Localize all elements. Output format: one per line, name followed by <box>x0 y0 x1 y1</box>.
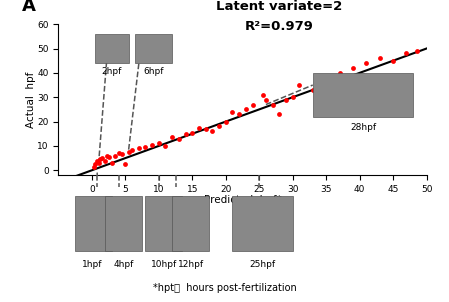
Text: 4hpf: 4hpf <box>114 260 134 269</box>
Point <box>336 70 343 75</box>
Point <box>108 161 115 165</box>
X-axis label: Predicted  hpf*: Predicted hpf* <box>203 195 282 205</box>
Point <box>269 102 276 107</box>
Point <box>222 119 229 124</box>
Point <box>209 129 216 134</box>
Y-axis label: Actual  hpf: Actual hpf <box>26 72 36 128</box>
Point <box>236 112 243 117</box>
Point <box>195 125 202 130</box>
Text: 1hpf: 1hpf <box>82 260 102 269</box>
Point <box>229 109 236 114</box>
Point <box>155 141 163 146</box>
Point <box>149 142 156 147</box>
Point <box>349 66 357 70</box>
Text: Latent variate=2: Latent variate=2 <box>216 0 343 13</box>
Text: A: A <box>22 0 35 15</box>
Point <box>103 153 110 158</box>
Point <box>128 147 136 152</box>
Point <box>122 162 129 167</box>
Point <box>413 49 420 53</box>
Point <box>389 58 396 63</box>
Point <box>92 162 99 167</box>
Point <box>282 97 290 102</box>
Point <box>322 75 330 80</box>
Point <box>142 145 149 149</box>
Point <box>168 135 176 140</box>
Point <box>105 155 112 159</box>
Point <box>98 156 106 161</box>
Point <box>96 157 103 162</box>
Point <box>296 83 303 88</box>
Point <box>189 130 196 135</box>
Point <box>259 92 266 97</box>
Point <box>135 146 142 151</box>
Point <box>363 61 370 66</box>
Text: R²=0.979: R²=0.979 <box>245 20 314 33</box>
Point <box>242 107 249 112</box>
Text: 6hpf: 6hpf <box>143 67 164 76</box>
Point <box>309 88 317 92</box>
Text: 28hpf: 28hpf <box>350 123 376 132</box>
Text: 2hpf: 2hpf <box>102 67 122 76</box>
Point <box>182 131 189 136</box>
Point <box>403 51 410 56</box>
Text: 12hpf: 12hpf <box>178 260 204 269</box>
Point <box>93 158 101 163</box>
Point <box>175 136 182 141</box>
Point <box>262 97 269 102</box>
Text: 10hpf: 10hpf <box>151 260 177 269</box>
Point <box>90 164 97 169</box>
Point <box>112 153 119 158</box>
Point <box>101 158 109 163</box>
Point <box>95 161 102 165</box>
Point <box>276 112 283 117</box>
Point <box>249 102 256 107</box>
Point <box>162 143 169 148</box>
Point <box>202 127 209 131</box>
Point <box>216 124 223 129</box>
Point <box>125 149 132 154</box>
Point <box>289 95 296 100</box>
Point <box>119 152 126 157</box>
Point <box>376 56 383 61</box>
Text: *hpt：  hours post-fertilization: *hpt： hours post-fertilization <box>153 283 296 293</box>
Text: 25hpf: 25hpf <box>250 260 276 269</box>
Point <box>115 151 122 156</box>
